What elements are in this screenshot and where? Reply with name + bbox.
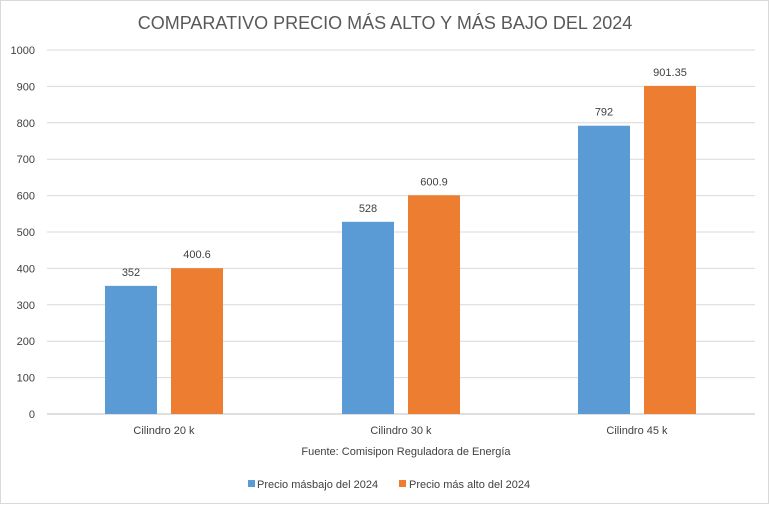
source-note: Fuente: Comisipon Reguladora de Energía: [301, 446, 511, 458]
bars-layer: [105, 85, 696, 414]
legend-label-series-1: Precio másbajo del 2024: [257, 479, 378, 491]
y-tick-label-200: 200: [17, 336, 35, 348]
bar-series-2-category-1: [171, 268, 223, 414]
y-tick-label-300: 300: [17, 300, 35, 312]
y-tick-label-100: 100: [17, 373, 35, 385]
x-category-label-3: Cilindro 45 k: [606, 425, 668, 437]
y-tick-label-600: 600: [17, 191, 35, 203]
x-category-label-2: Cilindro 30 k: [370, 425, 432, 437]
bar-series-2-category-2: [408, 195, 460, 414]
data-label-series-1-category-1: 352: [122, 267, 140, 279]
bar-series-2-category-3: [644, 85, 696, 414]
data-label-series-1-category-3: 792: [595, 107, 613, 119]
y-tick-label-400: 400: [17, 263, 35, 275]
data-label-series-2-category-2: 600.9: [420, 176, 448, 188]
legend-swatch-series-2: [399, 480, 406, 487]
axis-layer: 0 100 200 300 400 500 600 700 800 900 1000 Cilindro…: [11, 45, 755, 437]
bar-series-1-category-2: [342, 221, 394, 414]
y-tick-label-500: 500: [17, 227, 35, 239]
labels-layer: 352 400.6 528 600.9 792 901.35: [122, 67, 687, 279]
grid-layer: [47, 49, 755, 415]
y-tick-label-700: 700: [17, 154, 35, 166]
y-tick-label-0: 0: [29, 409, 35, 421]
legend-swatch-series-1: [248, 480, 255, 487]
data-label-series-2-category-1: 400.6: [183, 249, 211, 261]
bar-series-1-category-3: [578, 125, 630, 414]
chart-title: COMPARATIVO PRECIO MÁS ALTO Y MÁS BAJO D…: [138, 13, 633, 33]
data-label-series-1-category-2: 528: [359, 203, 377, 215]
x-category-label-1: Cilindro 20 k: [133, 425, 195, 437]
data-label-series-2-category-3: 901.35: [653, 67, 687, 79]
legend-label-series-2: Precio más alto del 2024: [409, 479, 530, 491]
y-tick-label-1000: 1000: [11, 45, 35, 57]
y-tick-label-800: 800: [17, 118, 35, 130]
bar-series-1-category-1: [105, 285, 157, 414]
y-tick-label-900: 900: [17, 81, 35, 93]
legend: Precio másbajo del 2024 Precio más alto …: [248, 479, 530, 491]
